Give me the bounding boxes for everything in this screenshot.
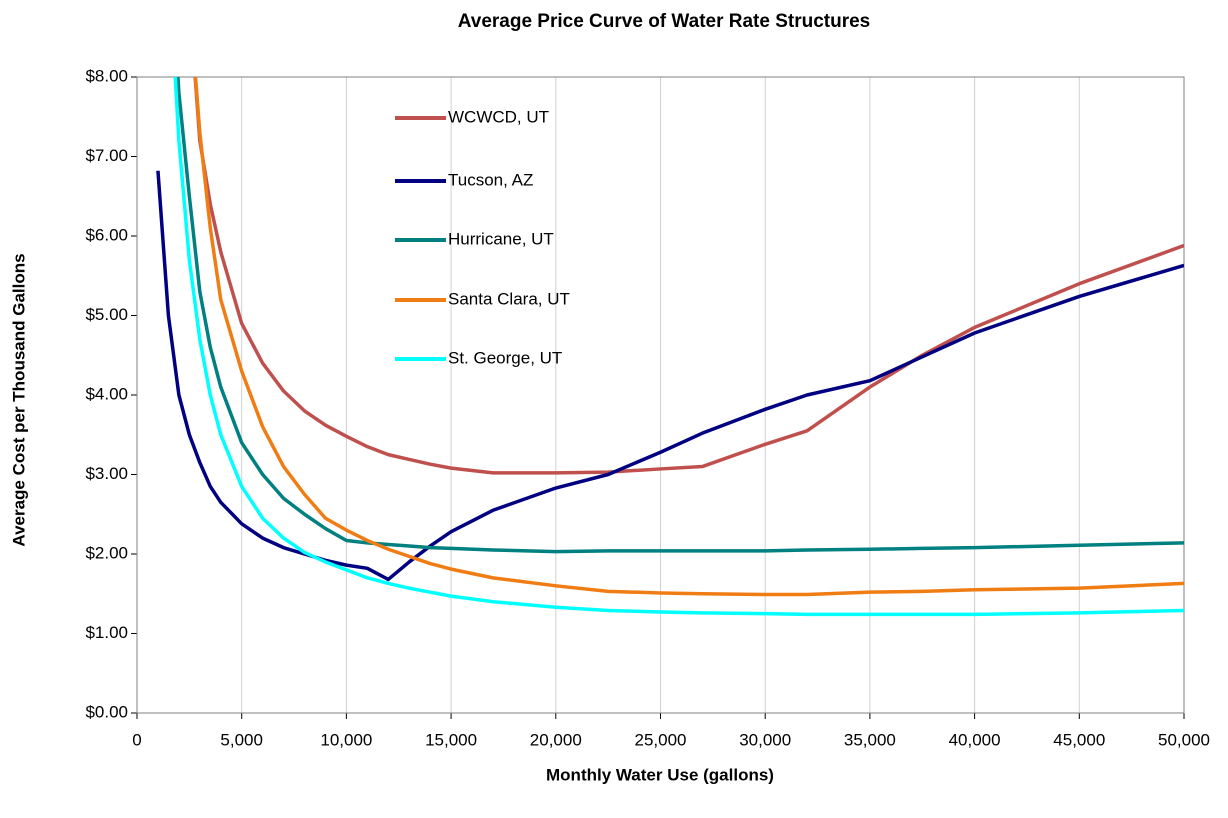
x-axis-label: Monthly Water Use (gallons) (546, 765, 774, 784)
y-tick-label: $2.00 (85, 543, 128, 562)
series-line (173, 77, 1184, 617)
y-tick-label: $8.00 (85, 66, 128, 85)
legend-label: Tucson, AZ (448, 170, 533, 189)
x-tick-label: 30,000 (739, 730, 791, 749)
y-tick-label: $7.00 (85, 146, 128, 165)
y-tick-label: $4.00 (85, 384, 128, 403)
series-line (193, 77, 1184, 597)
x-tick-label: 10,000 (320, 730, 372, 749)
x-tick-label: 50,000 (1158, 730, 1210, 749)
y-tick-label: $3.00 (85, 464, 128, 483)
x-tick-label: 35,000 (844, 730, 896, 749)
x-tick-label: 5,000 (220, 730, 263, 749)
x-tick-label: 0 (132, 730, 141, 749)
legend-label: Santa Clara, UT (448, 289, 570, 308)
series-line (193, 77, 1184, 475)
y-tick-label: $5.00 (85, 305, 128, 324)
legend-label: Hurricane, UT (448, 229, 554, 248)
x-tick-label: 15,000 (425, 730, 477, 749)
legend-label: St. George, UT (448, 348, 562, 367)
chart-title: Average Price Curve of Water Rate Struct… (458, 11, 871, 32)
series-line (156, 170, 1184, 582)
x-tick-label: 20,000 (530, 730, 582, 749)
x-tick-label: 45,000 (1053, 730, 1105, 749)
legend-label: WCWCD, UT (448, 107, 549, 126)
y-tick-label: $0.00 (85, 702, 128, 721)
y-tick-label: $1.00 (85, 623, 128, 642)
plot-border (136, 76, 1185, 714)
series-line (176, 77, 1184, 554)
y-axis-label: Average Cost per Thousand Gallons (9, 253, 28, 546)
y-tick-label: $6.00 (85, 225, 128, 244)
x-tick-label: 40,000 (949, 730, 1001, 749)
x-tick-label: 25,000 (635, 730, 687, 749)
plot-lines (156, 77, 1184, 617)
